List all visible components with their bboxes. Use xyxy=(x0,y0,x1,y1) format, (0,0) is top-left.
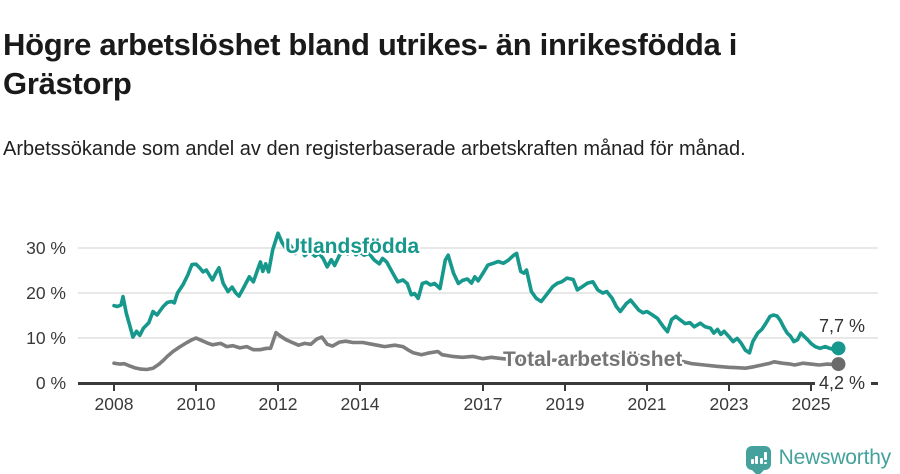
x-axis-tick-label: 2012 xyxy=(259,394,298,414)
series-line-total xyxy=(112,330,841,372)
x-axis-tick-label: 2010 xyxy=(177,394,216,414)
y-axis-tick-label: 10 % xyxy=(26,328,66,348)
y-axis-tick-label: 0 % xyxy=(36,373,66,393)
series-end-value-label: 7,7 % xyxy=(819,316,865,336)
newsworthy-logo[interactable]: Newsworthy xyxy=(745,446,892,474)
y-axis-tick-label: 30 % xyxy=(26,238,66,258)
x-axis-tick-label: 2014 xyxy=(341,394,380,414)
x-axis-tick-label: 2017 xyxy=(464,394,503,414)
series-label-total: Total arbetslöshet xyxy=(503,348,682,371)
newsworthy-logo-text: Newsworthy xyxy=(778,446,892,469)
x-axis-tick-label: 2021 xyxy=(628,394,667,414)
newsworthy-logo-icon xyxy=(745,446,771,474)
x-axis-tick-label: 2023 xyxy=(710,394,749,414)
chart-area: 30 % 20 % 10 % 0 % 2008 2010 2012 2014 2017 2019 2… xyxy=(0,220,900,425)
unemployment-line-chart: 30 % 20 % 10 % 0 % 2008 2010 2012 2014 2017 2019 2… xyxy=(26,231,878,414)
page-title: Högre arbetslöshet bland utrikes- än inr… xyxy=(3,26,738,101)
series-label-utlandsfodda: Utlandsfödda xyxy=(285,235,419,258)
x-axis-tick-label: 2019 xyxy=(546,394,585,414)
series-end-dot xyxy=(831,341,846,356)
series-end-value-label: 4,2 % xyxy=(819,373,865,393)
chart-subtitle: Arbetssökande som andel av den registerb… xyxy=(3,138,746,160)
series-end-dot xyxy=(831,357,846,372)
end-label-bg xyxy=(815,373,871,394)
x-axis-tick-label: 2008 xyxy=(95,394,134,414)
y-axis-tick-label: 20 % xyxy=(26,283,66,303)
x-axis-tick-label: 2025 xyxy=(792,394,831,414)
series-line-utlandsfodda xyxy=(112,231,841,355)
